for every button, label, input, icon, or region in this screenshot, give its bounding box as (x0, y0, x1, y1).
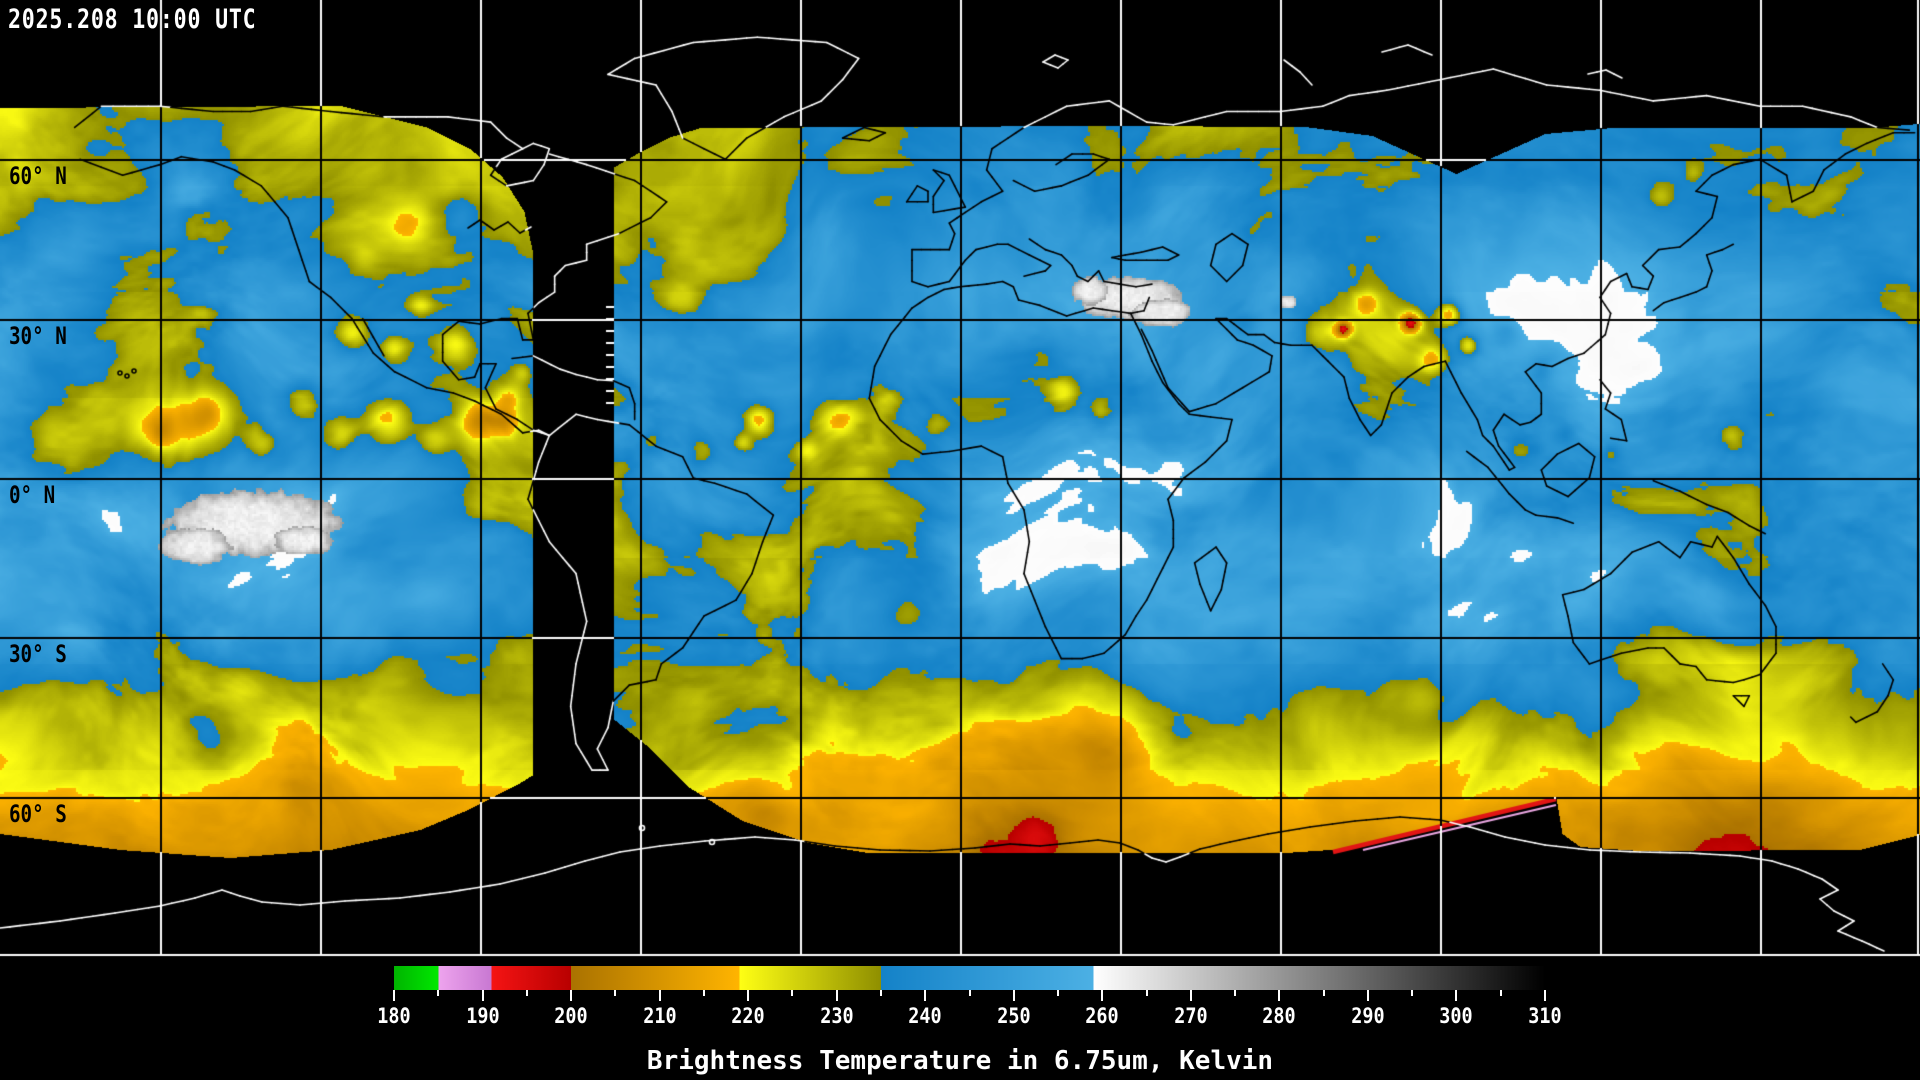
colorbar-tick-label: 210 (642, 1004, 677, 1028)
latitude-label: 60° S (9, 800, 67, 828)
colorbar-major-tick (1455, 990, 1458, 1001)
timestamp-label: 2025.208 10:00 UTC (8, 4, 257, 35)
colorbar-tick-label: 310 (1528, 1004, 1562, 1028)
colorbar-minor-tick (1234, 990, 1237, 996)
colorbar-tick-label: 270 (1174, 1004, 1208, 1028)
latitude-label: 30° S (9, 640, 67, 668)
colorbar-tick-label: 300 (1439, 1004, 1474, 1028)
colorbar-major-tick (658, 990, 661, 1001)
colorbar-minor-tick (1411, 990, 1414, 996)
colorbar-major-tick (1189, 990, 1192, 1001)
colorbar-major-tick (747, 990, 750, 1001)
latitude-label: 30° N (9, 322, 67, 350)
colorbar-tick-label: 240 (908, 1004, 942, 1028)
colorbar-major-tick (393, 990, 395, 1001)
colorbar-tick-label: 290 (1351, 1004, 1385, 1028)
colorbar-minor-tick (1057, 990, 1060, 996)
latitude-label: 0° N (9, 481, 56, 509)
colorbar-minor-tick (437, 990, 440, 996)
colorbar-major-tick (835, 990, 838, 1001)
colorbar (394, 966, 1545, 990)
colorbar-major-tick (1012, 990, 1015, 1001)
colorbar-major-tick (1366, 990, 1369, 1001)
colorbar-minor-tick (791, 990, 794, 996)
colorbar-minor-tick (702, 990, 705, 996)
colorbar-minor-tick (614, 990, 617, 996)
colorbar-gradient (394, 966, 1545, 990)
colorbar-tick-label: 230 (819, 1004, 854, 1028)
colorbar-minor-tick (525, 990, 528, 996)
colorbar-tick-label: 280 (1262, 1004, 1297, 1028)
colorbar-tick-label: 220 (731, 1004, 765, 1028)
colorbar-major-tick (924, 990, 927, 1001)
latitude-label: 60° N (9, 162, 67, 190)
colorbar-major-tick (1101, 990, 1104, 1001)
colorbar-major-tick (570, 990, 573, 1001)
colorbar-minor-tick (1322, 990, 1325, 996)
colorbar-tick-label: 260 (1085, 1004, 1119, 1028)
colorbar-major-tick (1278, 990, 1281, 1001)
colorbar-minor-tick (1499, 990, 1502, 996)
colorbar-major-tick (1544, 990, 1546, 1001)
colorbar-major-tick (481, 990, 484, 1001)
colorbar-tick-label: 250 (997, 1004, 1031, 1028)
colorbar-minor-tick (1145, 990, 1148, 996)
colorbar-tick-label: 200 (554, 1004, 588, 1028)
colorbar-minor-tick (968, 990, 971, 996)
colorbar-caption: Brightness Temperature in 6.75um, Kelvin (646, 1046, 1274, 1076)
colorbar-tick-label: 190 (465, 1004, 500, 1028)
colorbar-tick-label: 180 (377, 1004, 411, 1028)
colorbar-minor-tick (879, 990, 882, 996)
